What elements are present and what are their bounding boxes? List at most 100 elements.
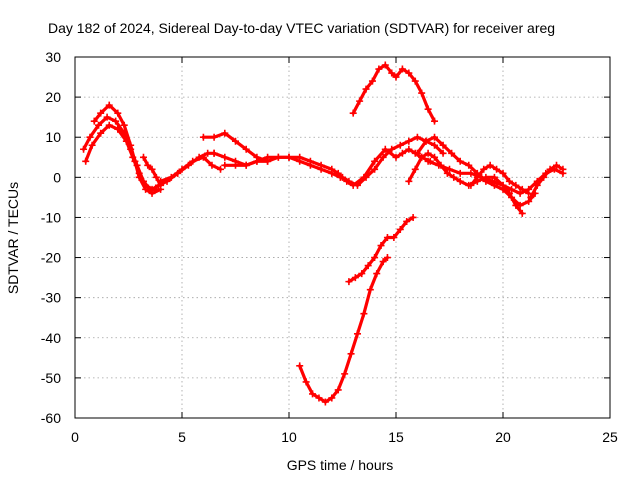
- chart-title: Day 182 of 2024, Sidereal Day-to-day VTE…: [48, 20, 555, 36]
- data-point: [105, 101, 113, 109]
- data-point: [403, 217, 411, 225]
- data-point: [388, 145, 396, 153]
- data-point: [383, 254, 391, 262]
- data-point: [431, 141, 439, 149]
- data-point: [473, 173, 481, 181]
- data-point: [232, 137, 239, 145]
- series-trace: [81, 115, 158, 191]
- data-point: [456, 177, 464, 185]
- series-track-9: [405, 149, 567, 197]
- y-tick-label: 30: [45, 49, 61, 65]
- data-point: [341, 370, 349, 378]
- data-point: [446, 165, 453, 173]
- data-point: [199, 153, 207, 161]
- series-track-15: [296, 254, 391, 406]
- data-point: [210, 133, 218, 141]
- data-point: [486, 161, 494, 169]
- data-point: [413, 149, 421, 157]
- data-point: [152, 185, 160, 193]
- data-point: [398, 149, 406, 157]
- data-point: [379, 258, 387, 266]
- data-point: [351, 274, 359, 282]
- data-point: [157, 177, 165, 185]
- data-point: [405, 137, 413, 145]
- series-track-3: [80, 113, 160, 193]
- data-point: [82, 157, 90, 165]
- y-tick-label: -50: [41, 370, 61, 386]
- data-point: [208, 161, 216, 169]
- data-point: [390, 234, 398, 241]
- data-point: [435, 161, 443, 169]
- data-point: [405, 145, 413, 153]
- y-axis-label: SDTVAR / TECUs: [5, 182, 21, 294]
- series-track-13: [527, 161, 567, 201]
- data-point: [418, 153, 426, 161]
- data-point: [309, 390, 317, 398]
- series-trace: [469, 163, 531, 195]
- data-point: [431, 133, 439, 141]
- data-point: [88, 141, 96, 149]
- y-tick-label: -40: [41, 330, 61, 346]
- data-point: [139, 177, 147, 185]
- data-point: [448, 149, 456, 157]
- data-point: [371, 254, 379, 262]
- data-point: [217, 165, 225, 173]
- axis-ticks: 0 5 10 15 20 25 -60 -50 -40 -30 -20 -10 0 10 20 30: [41, 49, 618, 445]
- data-point: [508, 185, 516, 193]
- data-point: [296, 362, 304, 370]
- data-point: [139, 153, 147, 161]
- data-point: [347, 350, 355, 358]
- data-point: [480, 165, 488, 173]
- data-point: [315, 394, 323, 402]
- series-trace: [298, 256, 389, 404]
- data-point: [540, 173, 548, 181]
- data-point: [512, 181, 520, 189]
- data-point: [133, 161, 141, 169]
- data-point: [306, 161, 314, 169]
- data-point: [317, 165, 325, 173]
- data-point: [439, 141, 447, 149]
- y-tick-label: -10: [41, 209, 61, 225]
- data-point: [148, 189, 156, 197]
- plot-frame: [74, 56, 611, 419]
- series-track-16: [345, 213, 417, 286]
- data-point: [221, 153, 229, 161]
- data-point: [274, 153, 282, 161]
- data-point: [362, 173, 370, 181]
- data-point: [199, 133, 207, 141]
- data-point: [431, 117, 439, 125]
- series-track-7: [210, 145, 434, 189]
- data-point: [86, 133, 94, 141]
- data-point: [418, 89, 426, 97]
- data-point: [493, 165, 501, 173]
- series-track-8: [221, 133, 447, 189]
- y-tick-label: 0: [53, 169, 61, 185]
- series-track-14: [349, 61, 439, 125]
- data-point: [467, 181, 475, 189]
- data-point: [381, 61, 389, 69]
- plot-series: [80, 61, 567, 406]
- data-point: [424, 157, 432, 165]
- data-point: [518, 185, 526, 193]
- data-point: [189, 157, 197, 165]
- data-point: [120, 129, 128, 137]
- data-point: [553, 161, 560, 169]
- y-tick-label: -20: [41, 250, 61, 266]
- data-point: [411, 165, 419, 173]
- data-point: [371, 165, 379, 173]
- series-track-4: [139, 153, 165, 189]
- data-point: [296, 157, 304, 165]
- data-point: [302, 378, 310, 386]
- data-point: [336, 173, 344, 181]
- data-point: [368, 77, 376, 85]
- y-tick-label: 10: [45, 129, 61, 145]
- data-point: [345, 278, 353, 286]
- data-point: [242, 161, 250, 169]
- data-point: [167, 173, 175, 181]
- data-point: [527, 193, 535, 201]
- data-point: [465, 161, 473, 169]
- data-point: [505, 177, 513, 185]
- x-tick-label: 25: [602, 429, 618, 445]
- data-point: [120, 121, 128, 129]
- series-trace: [407, 151, 565, 195]
